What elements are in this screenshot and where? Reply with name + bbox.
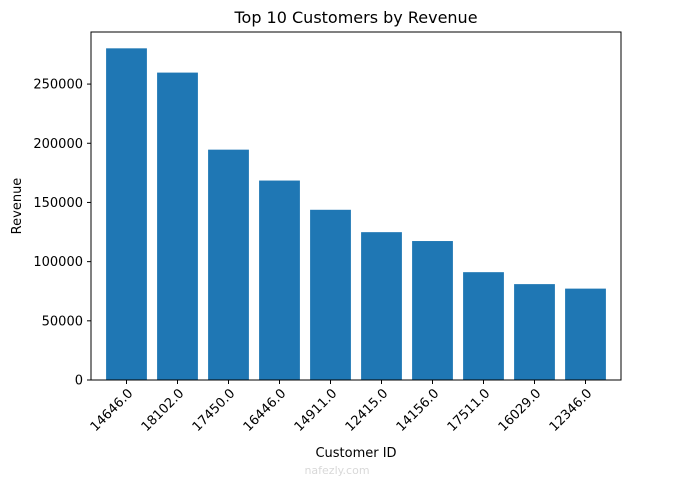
bar-14646.0 bbox=[106, 48, 147, 380]
y-tick-label: 200000 bbox=[33, 137, 83, 152]
x-tick-label: 12346.0 bbox=[547, 386, 596, 435]
y-tick-label: 50000 bbox=[42, 314, 83, 329]
x-tick-label: 17511.0 bbox=[445, 386, 494, 435]
x-tick-label: 12415.0 bbox=[343, 386, 392, 435]
x-tick-label: 17450.0 bbox=[190, 386, 239, 435]
y-tick-label: 150000 bbox=[33, 196, 83, 211]
y-tick-label: 250000 bbox=[33, 78, 83, 93]
bar-14911.0 bbox=[310, 209, 351, 380]
watermark-logo: nafezly.com bbox=[304, 464, 369, 477]
x-tick-label: 16029.0 bbox=[496, 386, 545, 435]
bar-16446.0 bbox=[259, 180, 300, 380]
y-tick-label: 100000 bbox=[33, 255, 83, 270]
chart-title: Top 10 Customers by Revenue bbox=[233, 8, 477, 27]
bar-16029.0 bbox=[514, 284, 555, 380]
x-tick-label: 14646.0 bbox=[88, 386, 137, 435]
x-axis: 14646.0 18102.0 17450.0 16446.0 14911.0 12415… bbox=[88, 380, 596, 435]
x-axis-label: Customer ID bbox=[315, 446, 396, 461]
bar-17450.0 bbox=[208, 149, 249, 380]
x-tick-label: 14156.0 bbox=[394, 386, 443, 435]
bar-12346.0 bbox=[565, 288, 606, 380]
x-tick-label: 14911.0 bbox=[292, 386, 341, 435]
x-tick-label: 16446.0 bbox=[241, 386, 290, 435]
bar-17511.0 bbox=[463, 272, 504, 380]
y-axis: 0 50000 100000 150000 200000 250000 bbox=[33, 78, 91, 389]
bar-12415.0 bbox=[361, 232, 402, 380]
watermark-text: nafezly.com bbox=[304, 464, 369, 477]
bar-18102.0 bbox=[157, 72, 198, 380]
y-tick-label: 0 bbox=[75, 374, 83, 389]
plot-frame bbox=[90, 31, 622, 381]
y-axis-label: Revenue bbox=[10, 178, 25, 235]
x-tick-label: 18102.0 bbox=[139, 386, 188, 435]
bars-group bbox=[106, 48, 606, 380]
bar-14156.0 bbox=[412, 241, 453, 380]
